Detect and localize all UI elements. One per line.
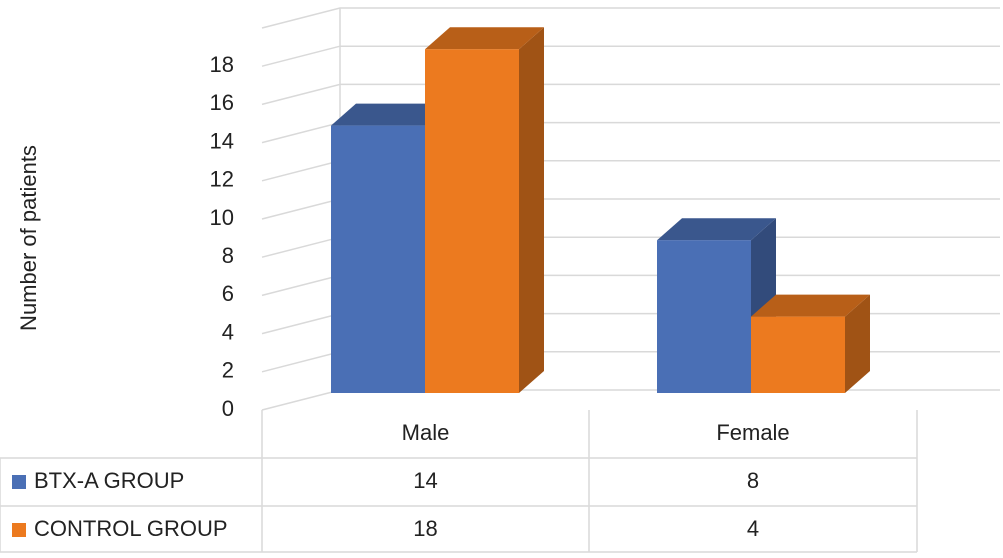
table-value: 18: [413, 516, 437, 541]
y-tick-label: 8: [222, 243, 234, 268]
y-tick-label: 0: [222, 396, 234, 421]
grid-line: [261, 45, 1000, 67]
legend-swatch: [12, 523, 26, 537]
back-wall-edge: [261, 7, 1000, 29]
bar-top: [425, 27, 544, 50]
y-tick-label: 14: [210, 128, 234, 153]
x-tick-label: Male: [402, 420, 450, 445]
y-tick-label: 6: [222, 281, 234, 306]
table-value: 14: [413, 468, 437, 493]
table-value: 4: [747, 516, 759, 541]
legend-swatch: [12, 475, 26, 489]
legend-label: BTX-A GROUP: [34, 468, 184, 493]
y-tick-label: 16: [210, 90, 234, 115]
y-axis-title: Number of patients: [16, 145, 41, 331]
bar-side: [519, 27, 544, 393]
bar-side: [845, 294, 870, 393]
legend-label: CONTROL GROUP: [34, 516, 228, 541]
bar-top: [331, 103, 450, 126]
bar: [751, 316, 845, 393]
bar: [657, 240, 751, 393]
y-tick-label: 12: [210, 167, 234, 192]
y-tick-label: 2: [222, 358, 234, 383]
y-tick-label: 10: [210, 205, 234, 230]
table-value: 8: [747, 468, 759, 493]
bar-top: [657, 218, 776, 241]
bar-top: [751, 294, 870, 317]
bar: [425, 49, 519, 393]
grid-line: [261, 83, 1000, 106]
y-tick-label: 4: [222, 319, 234, 344]
y-tick-label: 18: [210, 52, 234, 77]
x-tick-label: Female: [716, 420, 789, 445]
bar: [331, 125, 425, 393]
